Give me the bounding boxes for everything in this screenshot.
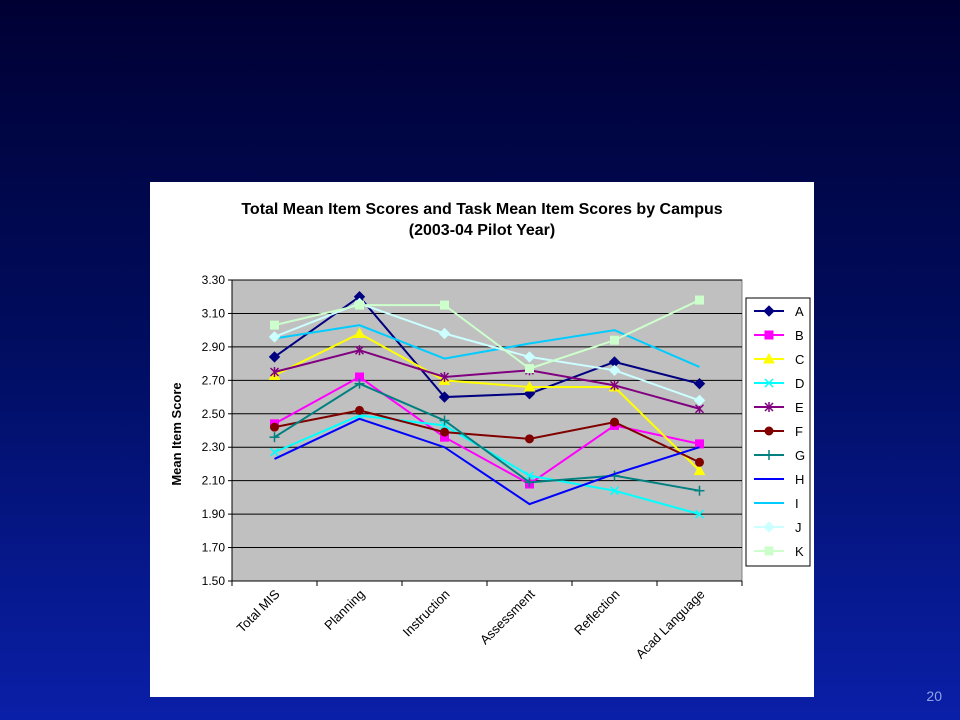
data-point-c bbox=[523, 380, 536, 392]
data-point-g bbox=[439, 415, 450, 426]
data-point-e bbox=[354, 345, 365, 356]
data-point-d bbox=[269, 447, 280, 457]
legend-label-b: B bbox=[795, 328, 804, 343]
legend-marker-c bbox=[763, 352, 775, 364]
legend-label-h: H bbox=[795, 472, 804, 487]
data-point-g bbox=[354, 378, 365, 389]
x-tick-label: Reflection bbox=[571, 587, 622, 638]
data-point-k bbox=[525, 364, 534, 374]
series-line-c bbox=[274, 332, 701, 472]
data-point-f bbox=[440, 427, 449, 437]
x-tick-label: Instruction bbox=[400, 587, 453, 640]
legend-label-a: A bbox=[795, 304, 804, 319]
x-tick-label: Assessment bbox=[477, 586, 538, 647]
x-tick-label: Total MIS bbox=[234, 586, 283, 635]
data-point-f bbox=[525, 434, 534, 444]
data-point-k bbox=[610, 335, 619, 345]
data-point-j bbox=[268, 331, 281, 343]
y-tick-label: 2.90 bbox=[202, 340, 226, 354]
data-point-e bbox=[269, 366, 280, 377]
legend-marker-j bbox=[763, 521, 775, 533]
data-point-j bbox=[523, 351, 536, 363]
series-line-h bbox=[274, 417, 700, 506]
grid-lines bbox=[232, 279, 742, 582]
data-point-a bbox=[268, 351, 281, 363]
series-line-e bbox=[274, 349, 700, 410]
data-point-k bbox=[355, 300, 364, 310]
data-point-f bbox=[355, 405, 364, 415]
series-line-f bbox=[274, 409, 700, 464]
data-point-g bbox=[524, 477, 535, 488]
data-point-c bbox=[353, 327, 366, 339]
legend-label-d: D bbox=[795, 376, 804, 391]
series-line-i bbox=[274, 324, 700, 368]
series-line-a bbox=[273, 295, 700, 399]
data-point-a bbox=[693, 377, 706, 390]
y-tick-label: 1.70 bbox=[202, 541, 226, 555]
chart-title: Total Mean Item Scores and Task Mean Ite… bbox=[241, 201, 722, 218]
data-point-e bbox=[609, 380, 620, 391]
data-point-k bbox=[695, 295, 704, 305]
series-line-k bbox=[274, 299, 700, 370]
data-point-d bbox=[524, 471, 535, 481]
legend-marker-d bbox=[764, 378, 774, 388]
data-point-d bbox=[609, 486, 620, 496]
series-group bbox=[268, 291, 706, 519]
legend-label-f: F bbox=[795, 424, 803, 439]
y-tick-label: 3.10 bbox=[202, 306, 226, 320]
data-point-j bbox=[693, 394, 706, 407]
y-tick-label: 1.50 bbox=[202, 574, 226, 588]
data-point-j bbox=[608, 364, 621, 377]
data-point-b bbox=[695, 439, 704, 449]
data-point-c bbox=[693, 464, 706, 476]
data-point-f bbox=[695, 457, 704, 467]
y-tick-label: 2.10 bbox=[202, 474, 226, 488]
y-tick-label: 2.70 bbox=[202, 373, 226, 387]
y-tick-label: 2.50 bbox=[202, 407, 226, 421]
plot-area bbox=[231, 279, 743, 582]
y-tick-label: 3.30 bbox=[202, 273, 226, 287]
x-tick-label: Planning bbox=[321, 587, 367, 633]
data-point-g bbox=[269, 432, 280, 443]
legend-label-e: E bbox=[795, 400, 804, 415]
slide-number: 20 bbox=[926, 688, 942, 704]
data-point-e bbox=[439, 371, 450, 382]
series-line-g bbox=[273, 382, 700, 492]
y-tick-label: 1.90 bbox=[202, 507, 226, 521]
legend-label-k: K bbox=[795, 544, 804, 559]
y-tick-label: 2.30 bbox=[202, 440, 226, 454]
legend-label-c: C bbox=[795, 352, 804, 367]
legend-label-g: G bbox=[795, 448, 805, 463]
data-point-d bbox=[694, 509, 705, 519]
data-point-k bbox=[440, 300, 449, 310]
data-point-f bbox=[270, 422, 279, 432]
y-axis-label: Mean Item Score bbox=[169, 382, 184, 485]
legend-marker-k bbox=[764, 546, 774, 556]
data-point-a bbox=[438, 391, 451, 403]
legend-label-j: J bbox=[795, 520, 802, 535]
data-point-j bbox=[438, 327, 451, 340]
data-point-k bbox=[270, 320, 279, 330]
legend-label-i: I bbox=[795, 496, 799, 511]
legend-marker-f bbox=[764, 426, 774, 436]
chart-subtitle: (2003-04 Pilot Year) bbox=[409, 222, 555, 239]
data-point-f bbox=[610, 417, 619, 427]
legend-marker-e bbox=[764, 402, 774, 412]
legend-marker-a bbox=[763, 305, 775, 317]
legend-marker-g bbox=[764, 450, 774, 460]
data-point-g bbox=[694, 485, 705, 496]
legend-marker-b bbox=[764, 330, 774, 340]
line-chart: Total Mean Item Scores and Task Mean Ite… bbox=[169, 201, 811, 662]
chart-panel: Total Mean Item Scores and Task Mean Ite… bbox=[150, 182, 814, 697]
x-tick-label: Acad Language bbox=[633, 587, 708, 662]
